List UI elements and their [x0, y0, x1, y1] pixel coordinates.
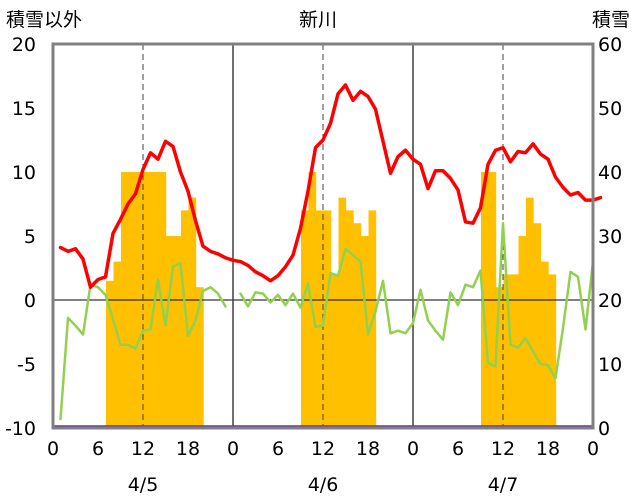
snow-bar: [496, 287, 504, 428]
y-right-tick-label: 60: [598, 34, 622, 56]
x-hour-tick-label: 0: [47, 438, 59, 460]
y-right-tick-label: 10: [598, 354, 622, 376]
snow-bar: [316, 210, 324, 428]
snow-bar: [511, 274, 519, 428]
snow-bar: [361, 236, 369, 428]
y-right-tick-label: 50: [598, 98, 622, 120]
x-hour-tick-label: 18: [356, 438, 380, 460]
snow-bar: [196, 287, 204, 428]
snow-bar: [346, 210, 354, 428]
y-left-tick-label: 20: [12, 34, 36, 56]
y-left-tick-label: 0: [24, 290, 36, 312]
y-right-tick-label: 20: [598, 290, 622, 312]
snow-bar: [301, 210, 309, 428]
snow-bar: [526, 197, 534, 428]
x-hour-tick-label: 12: [311, 438, 335, 460]
green-series-line: [59, 221, 595, 421]
y-right-axis-label: 積雪: [592, 9, 630, 31]
snow-bar: [518, 236, 527, 428]
x-date-label: 4/5: [128, 474, 159, 496]
snow-bar: [548, 274, 557, 428]
snow-bar: [338, 197, 347, 428]
snow-bar: [166, 236, 174, 428]
chart-title: 新川: [299, 9, 337, 31]
y-left-tick-label: 5: [24, 226, 36, 248]
y-left-tick-label: -5: [17, 354, 36, 376]
snow-bar: [331, 274, 339, 428]
x-date-label: 4/6: [308, 474, 339, 496]
y-left-tick-label: 10: [12, 162, 36, 184]
snow-bar: [503, 274, 512, 428]
snow-bar: [533, 223, 542, 428]
x-date-label: 4/7: [488, 474, 519, 496]
y-right-tick-label: 0: [598, 418, 610, 440]
x-hour-tick-label: 6: [92, 438, 104, 460]
y-right-tick-label: 40: [598, 162, 622, 184]
y-left-tick-label: 15: [12, 98, 36, 120]
x-hour-tick-label: 6: [452, 438, 464, 460]
snow-bar: [106, 280, 114, 428]
x-hour-tick-label: 0: [227, 438, 239, 460]
snow-bar: [173, 236, 182, 428]
x-hour-tick-label: 12: [131, 438, 155, 460]
snow-bar: [541, 261, 549, 428]
snow-bar: [323, 210, 332, 428]
snow-bar: [188, 197, 197, 428]
snow-bar: [181, 210, 189, 428]
y-left-tick-label: -10: [5, 418, 36, 440]
x-hour-tick-label: 18: [536, 438, 560, 460]
snow-bar: [353, 223, 362, 428]
x-hour-tick-label: 0: [587, 438, 599, 460]
x-hour-tick-label: 6: [272, 438, 284, 460]
y-right-tick-label: 30: [598, 226, 622, 248]
temperature-line: [58, 83, 603, 289]
x-hour-tick-label: 12: [491, 438, 515, 460]
y-left-axis-label: 積雪以外: [6, 9, 82, 31]
snow-bar: [113, 261, 122, 428]
x-hour-tick-label: 18: [176, 438, 200, 460]
plot-frame: [51, 42, 595, 430]
x-hour-tick-label: 0: [407, 438, 419, 460]
